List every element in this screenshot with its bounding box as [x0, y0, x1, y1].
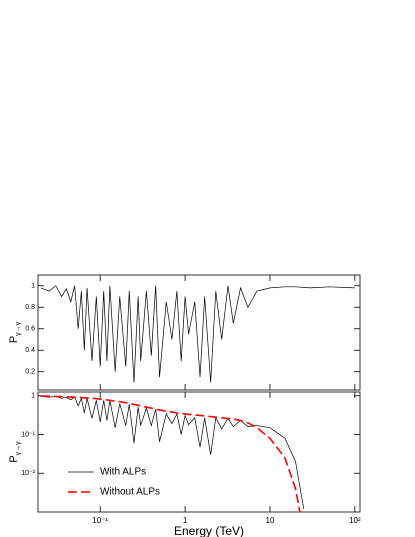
y-tick-label: 0.8: [25, 304, 35, 311]
legend-label: Without ALPs: [100, 487, 160, 498]
x-tick-label: 10: [266, 516, 275, 525]
y-tick-label: 0.2: [25, 369, 35, 376]
x-tick-label: 10²: [349, 516, 361, 525]
y-tick-label: 10⁻²: [21, 470, 35, 477]
y-axis-label: Pγ→γ: [8, 441, 22, 463]
x-tick-label: 1: [183, 516, 188, 525]
series-line: [40, 396, 305, 509]
series-line: [40, 285, 355, 383]
y-label-sub: γ→γ: [15, 441, 22, 456]
x-tick-label: 10⁻¹: [92, 516, 108, 525]
x-axis-label: Energy (TeV): [174, 524, 244, 537]
plot-area: [40, 285, 355, 383]
y-tick-label: 10⁻¹: [21, 431, 35, 438]
y-label-sub: γ→γ: [15, 321, 22, 336]
y-label-main: P: [8, 336, 20, 343]
y-tick-label: 0.4: [25, 347, 35, 354]
legend-label: With ALPs: [100, 467, 146, 478]
plot-frame: [37, 391, 361, 513]
plot-area: [40, 395, 305, 512]
plot-frame: [37, 274, 361, 391]
series-line: [40, 395, 301, 512]
y-axis-label: Pγ→γ: [8, 321, 22, 343]
y-label-main: P: [8, 455, 20, 462]
y-tick-label: 1: [31, 393, 35, 400]
y-tick-label: 1: [31, 283, 35, 290]
y-tick-label: 0.6: [25, 326, 35, 333]
